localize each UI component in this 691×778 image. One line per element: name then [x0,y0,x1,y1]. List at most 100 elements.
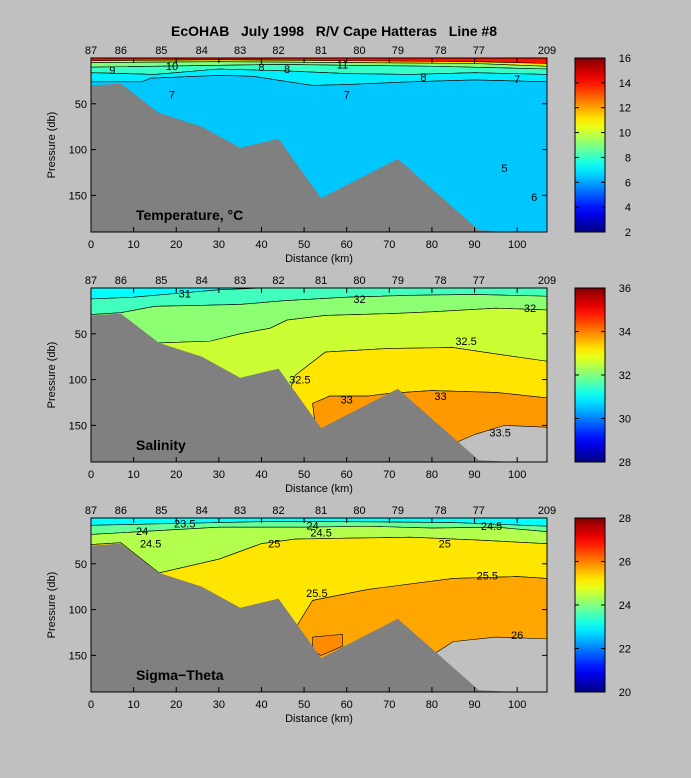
y-tick-label: 100 [69,605,87,617]
x-tick-label: 80 [426,239,438,251]
x-tick-label: 40 [255,469,267,481]
x-tick-label: 50 [298,469,310,481]
x-tick-label: 60 [341,239,353,251]
x-tick-label: 30 [213,239,225,251]
x-tick-label: 100 [508,239,526,251]
contour-label: 26 [511,630,523,642]
contour-label: 25 [439,539,451,551]
station-label: 209 [538,45,556,57]
colorbar-tick-label: 4 [625,202,631,214]
x-tick-label: 20 [170,699,182,711]
contour-label: 24.5 [310,528,331,540]
x-tick-label: 0 [88,699,94,711]
contour-label: 7 [344,90,350,102]
seafloor [91,83,513,232]
contour-label: 23.5 [174,518,195,530]
contour-label: 25.5 [306,588,327,600]
x-axis-label: Distance (km) [285,713,353,725]
colorbar-bar [574,57,606,233]
station-label: 87 [85,505,97,517]
x-tick-label: 10 [127,699,139,711]
contour-label: 32.5 [289,375,310,387]
colorbar-tick-label: 10 [619,128,631,140]
x-tick-label: 90 [468,469,480,481]
panel-label: Salinity [136,437,186,453]
station-label: 87 [85,45,97,57]
station-label: 86 [115,505,127,517]
contour-label: 5 [501,163,507,175]
station-label: 79 [392,275,404,287]
station-label: 78 [434,505,446,517]
contour-label: 9 [109,65,115,77]
x-tick-label: 10 [127,239,139,251]
colorbar-3: 20 22 24 26 28 [574,513,631,699]
colorbar-tick-label: 16 [619,53,631,65]
contour-label: 33.5 [489,428,510,440]
y-tick-label: 100 [69,145,87,157]
x-tick-label: 40 [255,699,267,711]
y-tick-label: 100 [69,375,87,387]
station-label: 209 [538,505,556,517]
colorbar-tick-label: 30 [619,414,631,426]
contour-label: 25 [268,539,280,551]
station-label: 84 [196,45,208,57]
station-label: 84 [196,275,208,287]
station-label: 82 [272,45,284,57]
x-tick-label: 50 [298,699,310,711]
station-label: 79 [392,505,404,517]
y-axis-label: Pressure (db) [46,342,58,409]
x-tick-label: 20 [170,469,182,481]
x-tick-label: 80 [426,699,438,711]
colorbar-tick-label: 32 [619,370,631,382]
contour-label: 6 [531,192,537,204]
panel-2-frame [90,287,548,463]
colorbar-tick-label: 2 [625,227,631,239]
x-axis-label: Distance (km) [285,253,353,265]
y-tick-label: 150 [69,190,87,202]
x-tick-label: 60 [341,699,353,711]
station-label: 82 [272,505,284,517]
y-axis-label: Pressure (db) [46,572,58,639]
station-label: 83 [234,275,246,287]
y-tick-label: 150 [69,650,87,662]
station-label: 79 [392,45,404,57]
colorbar-tick-label: 34 [619,327,631,339]
contour-label: 31 [179,288,191,300]
panel-2: 31 32 32 32.5 32.5 33 33 33.5 0 10 20 30 40 50 60 70 80 9… [46,275,631,495]
colorbar-2: 28 30 32 34 36 [574,283,631,469]
contour-label: 10 [166,61,178,73]
colorbar-tick-label: 24 [619,600,631,612]
panel-label: Temperature, °C [136,207,243,223]
station-label: 81 [315,505,327,517]
contour-label: 25.5 [477,571,498,583]
colorbar-tick-label: 22 [619,644,631,656]
x-tick-label: 60 [341,469,353,481]
colorbar-tick-label: 12 [619,103,631,115]
y-tick-label: 50 [75,559,87,571]
x-tick-label: 40 [255,239,267,251]
station-label: 78 [434,45,446,57]
x-tick-label: 100 [508,699,526,711]
x-tick-label: 90 [468,699,480,711]
figure-title: EcOHAB July 1998 R/V Cape Hatteras Line … [171,23,497,39]
station-label: 87 [85,275,97,287]
colorbar-tick-label: 26 [619,557,631,569]
y-tick-label: 50 [75,99,87,111]
contour-label: 7 [169,90,175,102]
station-label: 209 [538,275,556,287]
station-label: 77 [473,275,485,287]
x-tick-label: 10 [127,469,139,481]
contour-label: 8 [420,72,426,84]
panel-3-frame [90,517,548,693]
colorbar-tick-label: 28 [619,513,631,525]
station-label: 80 [353,45,365,57]
contour-label: 11 [337,59,348,71]
x-tick-label: 20 [170,239,182,251]
contour-label: 8 [258,62,264,74]
panel-1-frame [90,57,548,233]
contour-label: 8 [284,64,290,76]
